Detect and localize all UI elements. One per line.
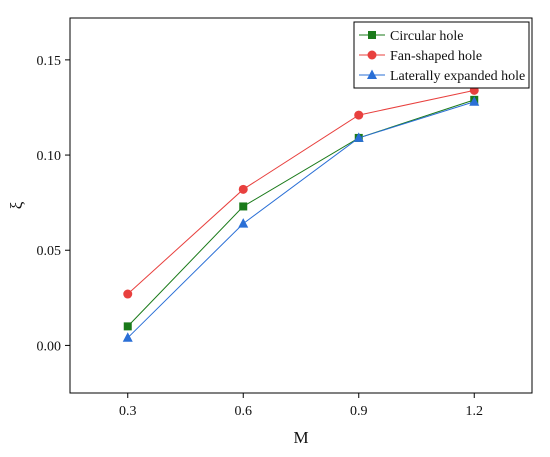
x-axis-ticks: 0.3 0.6 0.9 1.2 xyxy=(119,393,483,419)
legend-label: Fan-shaped hole xyxy=(390,49,482,64)
legend-marker xyxy=(367,50,377,60)
legend-marker xyxy=(367,69,377,79)
y-tick-label: 0.10 xyxy=(37,149,62,164)
series-line xyxy=(127,101,475,339)
legend-marker xyxy=(368,31,376,39)
legend: Circular hole Fan-shaped hole Laterally ex… xyxy=(353,21,530,89)
legend-item: Fan-shaped hole xyxy=(359,49,482,64)
legend-item: Circular hole xyxy=(359,29,463,44)
y-tick-label: 0.05 xyxy=(37,244,62,259)
series-line xyxy=(127,89,475,295)
data-point xyxy=(239,202,248,211)
y-tick-label: 0.00 xyxy=(37,339,62,354)
x-tick-label: 0.6 xyxy=(235,404,253,419)
plot-frame xyxy=(69,17,533,394)
legend-label: Laterally expanded hole xyxy=(390,69,525,84)
data-point xyxy=(353,132,364,142)
legend-label: Circular hole xyxy=(390,29,463,44)
x-tick-label: 0.9 xyxy=(350,404,368,419)
series-layer xyxy=(122,85,480,342)
series-2 xyxy=(123,85,479,299)
series-3 xyxy=(122,96,480,342)
data-point xyxy=(238,184,248,194)
data-point xyxy=(469,96,480,106)
legend-item: Laterally expanded hole xyxy=(359,69,525,84)
y-tick-label: 0.15 xyxy=(37,54,62,69)
x-tick-label: 0.3 xyxy=(119,404,137,419)
data-point xyxy=(123,322,132,331)
series-line xyxy=(127,99,475,327)
y-axis-label: ξ xyxy=(7,201,26,209)
series-1 xyxy=(123,95,479,331)
data-point xyxy=(354,110,364,120)
data-point xyxy=(123,289,133,299)
data-point xyxy=(122,332,133,342)
x-tick-label: 1.2 xyxy=(466,404,484,419)
data-point xyxy=(238,218,249,228)
x-axis-label: M xyxy=(293,428,308,447)
y-axis-ticks: 0.00 0.05 0.10 0.15 xyxy=(37,54,70,354)
